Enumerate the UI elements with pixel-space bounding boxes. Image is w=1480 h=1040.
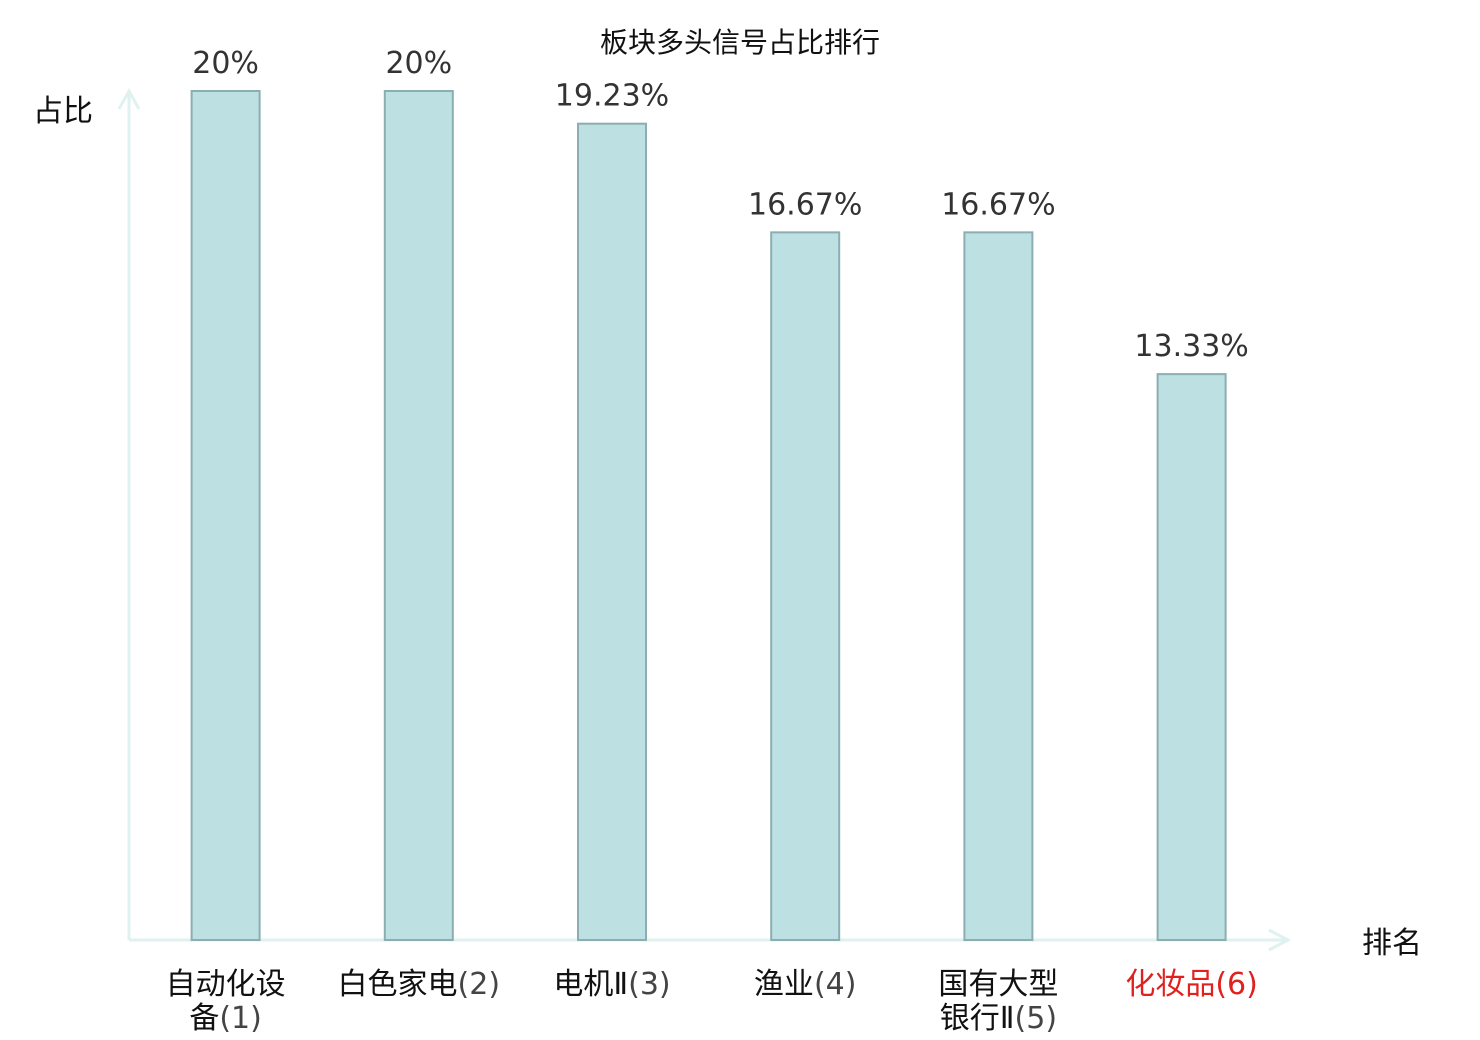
bar-6: [1156, 373, 1227, 942]
category-label-5-line-2: 银行Ⅱ(5): [940, 1001, 1057, 1036]
value-labels-group: 20% 20% 19.23% 16.67% 16.67% 13.33%: [192, 46, 1249, 364]
category-label-3-line-1: 电机Ⅱ(3): [553, 967, 670, 1002]
value-label-6: 13.33%: [1134, 329, 1248, 364]
value-label-3: 19.23%: [555, 79, 669, 114]
value-label-4: 16.67%: [748, 187, 862, 222]
category-label-1-line-1: 自动化设: [166, 967, 286, 1002]
y-axis-label: 占比: [33, 94, 93, 129]
bars-group: [190, 90, 1227, 942]
category-label-6-line-1: 化妆品(6): [1125, 967, 1258, 1002]
x-axis: [129, 928, 1292, 952]
category-label-4-line-1: 渔业(4): [754, 967, 857, 1002]
bar-4: [770, 231, 841, 941]
chart-title: 板块多头信号占比排行: [600, 26, 880, 59]
bar-5: [963, 231, 1034, 941]
category-label-5-line-1: 国有大型: [938, 967, 1058, 1002]
bar-2: [383, 90, 454, 941]
bar-1: [190, 90, 261, 941]
category-label-2-line-1: 白色家电(2): [338, 967, 501, 1002]
value-label-5: 16.67%: [941, 187, 1055, 222]
bar-3: [577, 122, 647, 941]
category-label-1-line-2: 备(1): [189, 1001, 262, 1036]
x-axis-label: 排名: [1362, 926, 1422, 961]
value-label-2: 20%: [385, 46, 452, 81]
y-axis: [117, 87, 141, 940]
value-label-1: 20%: [192, 46, 259, 81]
